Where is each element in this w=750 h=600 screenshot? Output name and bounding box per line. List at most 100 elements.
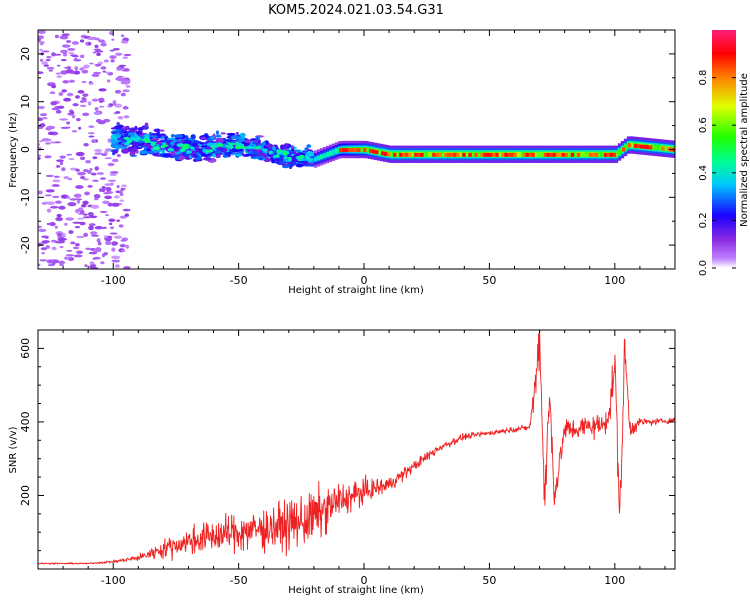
spectrogram-noise-blob (83, 232, 89, 237)
spectrogram-noise-blob (120, 239, 127, 242)
spectrogram-band-blob (144, 122, 149, 128)
spectrogram-band-blob (128, 132, 135, 137)
spectrogram-noise-blob (68, 79, 75, 83)
spectrogram-noise-blob (102, 200, 110, 204)
spectrogram-noise-blob (125, 85, 131, 88)
spectrogram-x-tick-label: 50 (482, 274, 496, 287)
spectrogram-noise-blob (64, 126, 71, 129)
spectrogram-noise-blob (92, 51, 97, 54)
spectrogram-noise-blob (46, 222, 51, 226)
spectrogram-noise-blob (51, 52, 56, 57)
spectrogram-noise-blob (51, 246, 57, 251)
spectrogram-tone-segment (313, 156, 318, 162)
spectrogram-band-blob (114, 133, 122, 136)
spectrogram-noise-blob (70, 110, 75, 115)
spectrogram-noise-blob (50, 141, 56, 144)
spectrogram-noise-blob (88, 135, 95, 138)
spectrogram-noise-blob (55, 164, 61, 168)
spectrogram-tone-peak (645, 145, 650, 150)
spectrogram-noise-blob (98, 88, 107, 92)
spectrogram-band-blob (129, 127, 136, 133)
spectrogram-tone-peak (447, 152, 451, 157)
spectrogram-tone-peak (666, 147, 671, 152)
spectrogram-noise-blob (44, 194, 53, 197)
spectrogram-tone-peak (543, 152, 547, 157)
spectrogram-band-blob (281, 165, 290, 169)
spectrogram-tone-segment (458, 151, 462, 157)
spectrogram-band-core (205, 149, 214, 153)
spectrogram-tone-peak (594, 152, 599, 157)
spectrogram-band-blob (255, 155, 265, 159)
spectrogram-y-tick-label: -10 (19, 188, 32, 206)
spectrogram-noise-blob (39, 259, 48, 262)
spectrogram-noise-blob (74, 57, 78, 62)
spectrogram-tone-segment (476, 151, 480, 157)
snr-x-ticks: -100 -50 0 50 100 (37, 330, 666, 587)
spectrogram-noise-blob (91, 139, 97, 144)
spectrogram-band-blob (110, 134, 116, 139)
spectrogram-band-blob (135, 130, 143, 135)
spectrogram-noise-blob (116, 154, 121, 157)
spectrogram-noise-blob (44, 156, 52, 159)
spectrogram-noise-blob (114, 103, 123, 108)
spectrogram-noise-blob (76, 217, 85, 220)
spectrogram-noise-blob (97, 120, 106, 125)
spectrogram-noise-blob (82, 216, 92, 219)
spectrogram-noise-blob (68, 230, 74, 234)
spectrogram-noise-blob (51, 107, 61, 111)
spectrogram-band-blob (116, 122, 120, 125)
spectrogram-band-core (134, 136, 142, 140)
spectrogram-band-blob (153, 128, 161, 133)
spectrogram-noise-blob (108, 218, 116, 223)
spectrogram-band-blob (220, 132, 226, 135)
spectrogram-noise-blob (60, 49, 68, 54)
spectrogram-noise-blob (66, 195, 70, 199)
spectrogram-tone-peak (381, 151, 385, 156)
spectrogram-band-core (253, 146, 262, 150)
spectrogram-noise-blob (70, 241, 76, 245)
spectrogram-noise-blob (79, 156, 86, 161)
spectrogram-noise-blob (84, 160, 92, 164)
snr-x-tick-label: 100 (604, 574, 625, 587)
spectrogram-noise-blob (123, 77, 127, 82)
spectrogram-noise-blob (67, 47, 76, 51)
snr-x-tick-label: 50 (482, 574, 496, 587)
spectrogram-tone-peak (375, 150, 379, 155)
spectrogram-noise-blob (90, 172, 97, 176)
spectrogram-noise-blob (88, 41, 92, 46)
spectrogram-noise-blob (59, 118, 69, 121)
spectrogram-noise-blob (80, 100, 84, 103)
spectrogram-noise-blob (120, 40, 129, 44)
spectrogram-noise-blob (61, 44, 71, 48)
spectrogram-noise-blob (47, 264, 55, 267)
spectrogram-band-blob (147, 150, 155, 155)
spectrogram-noise-blob (94, 166, 100, 171)
spectrogram-noise-blob (45, 174, 54, 178)
spectrogram-band-blob (114, 145, 123, 149)
spectrogram-noise-blob (67, 177, 73, 181)
spectrogram-tone-peak (474, 152, 478, 157)
spectrogram-tone-peak (642, 144, 647, 149)
spectrogram-noise-blob (59, 263, 65, 267)
spectrogram-noise-blob (116, 219, 120, 222)
spectrogram-noise-blob (90, 231, 98, 235)
spectrogram-noise-blob (68, 51, 75, 55)
spectrogram-noise-blob (92, 179, 99, 182)
spectrogram-noise-blob (82, 178, 89, 181)
spectrogram-noise-blob (83, 213, 88, 216)
spectrogram-noise-blob (68, 157, 75, 161)
spectrogram-noise-blob (55, 217, 63, 222)
spectrogram-noise-blob (88, 251, 98, 255)
snr-y-axis-label: SNR (v/v) (8, 426, 19, 473)
spectrogram-band-blob (170, 141, 176, 146)
spectrogram-noise-blob (119, 215, 127, 219)
spectrogram-x-axis-label: Height of straight line (km) (288, 285, 424, 296)
spectrogram-band-core (123, 136, 130, 140)
spectrogram-band-blob (143, 146, 147, 150)
spectrogram-noise-blob (48, 69, 53, 72)
spectrogram-band-blob (215, 149, 222, 155)
spectrogram-noise-blob (99, 210, 108, 213)
spectrogram-tone-segment (395, 151, 399, 157)
